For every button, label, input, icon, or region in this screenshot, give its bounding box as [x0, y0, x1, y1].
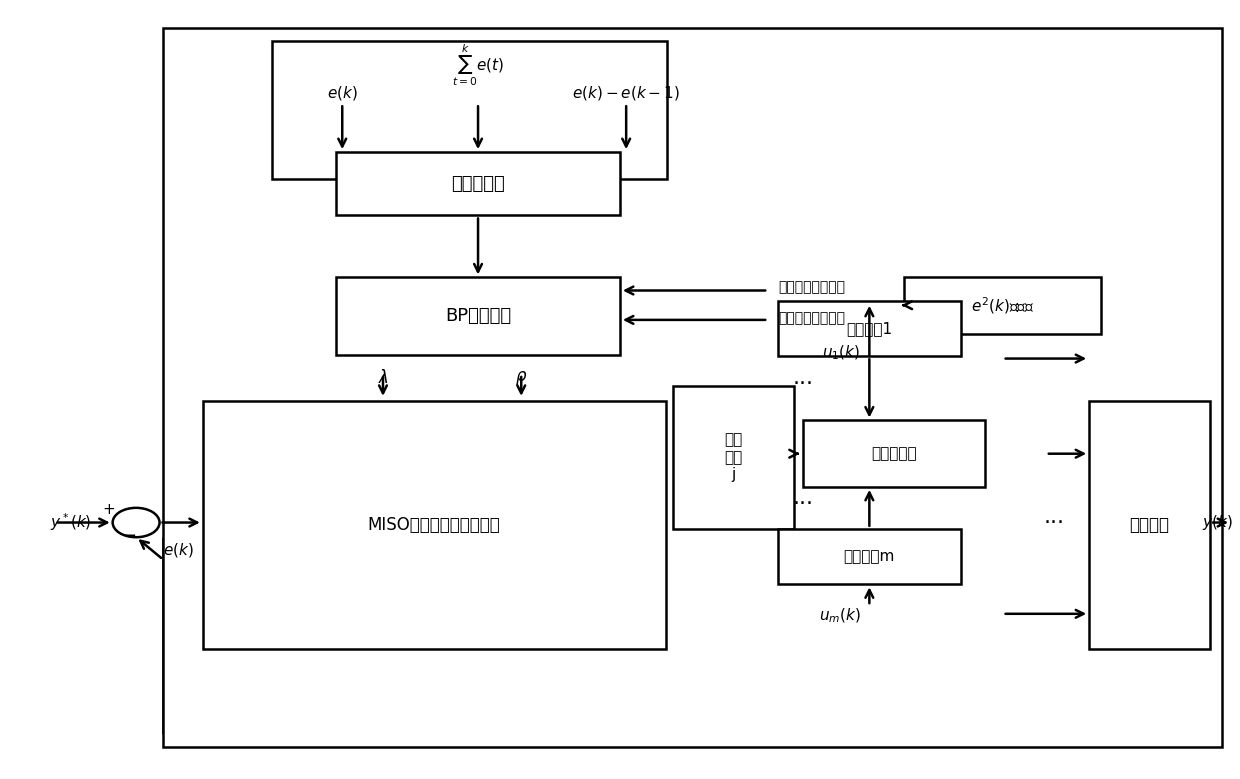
Text: 梯度
信息
j: 梯度 信息 j [724, 432, 743, 482]
Text: ···: ··· [1044, 513, 1065, 533]
Text: MISO紧格式无模型控制器: MISO紧格式无模型控制器 [368, 516, 501, 534]
Text: $e(k)-e(k-1)$: $e(k)-e(k-1)$ [572, 84, 681, 102]
Text: $\rho$: $\rho$ [515, 369, 527, 387]
Bar [802, 421, 986, 487]
Text: BP神经网络: BP神经网络 [445, 307, 511, 325]
Bar [336, 152, 620, 216]
Text: 系统误差集: 系统误差集 [451, 174, 505, 192]
Text: $u_m(k)$: $u_m(k)$ [818, 606, 861, 625]
Text: 更新隐含层权系数: 更新隐含层权系数 [777, 280, 844, 294]
Text: 梯度信息m: 梯度信息m [843, 549, 895, 564]
Text: 梯度信息1: 梯度信息1 [846, 321, 893, 336]
Bar [1089, 401, 1210, 649]
Text: $e(k)$: $e(k)$ [327, 84, 357, 102]
Text: 更新输出层权系数: 更新输出层权系数 [777, 312, 844, 326]
Text: ···: ··· [792, 494, 813, 514]
Text: $y(k)$: $y(k)$ [1202, 513, 1233, 532]
Bar [164, 27, 1223, 747]
Text: $\lambda$: $\lambda$ [377, 369, 388, 387]
Bar [904, 277, 1101, 334]
Bar [272, 41, 667, 179]
Bar [336, 277, 620, 354]
Text: $y^*(k)$: $y^*(k)$ [50, 512, 91, 534]
Text: +: + [103, 502, 115, 517]
Bar [673, 386, 794, 529]
Text: $\sum_{t=0}^{k}e(t)$: $\sum_{t=0}^{k}e(t)$ [453, 42, 503, 88]
Text: −: − [122, 527, 136, 545]
Text: $e(k)$: $e(k)$ [164, 541, 193, 559]
Text: ···: ··· [792, 374, 813, 394]
Text: $e^2(k)$最小化: $e^2(k)$最小化 [971, 294, 1034, 315]
Bar [777, 301, 961, 356]
Text: $u_1(k)$: $u_1(k)$ [822, 344, 861, 361]
Bar [777, 529, 961, 584]
Text: 被控对象: 被控对象 [1130, 516, 1169, 534]
Bar [203, 401, 666, 649]
Text: 梯度信息集: 梯度信息集 [872, 446, 916, 461]
